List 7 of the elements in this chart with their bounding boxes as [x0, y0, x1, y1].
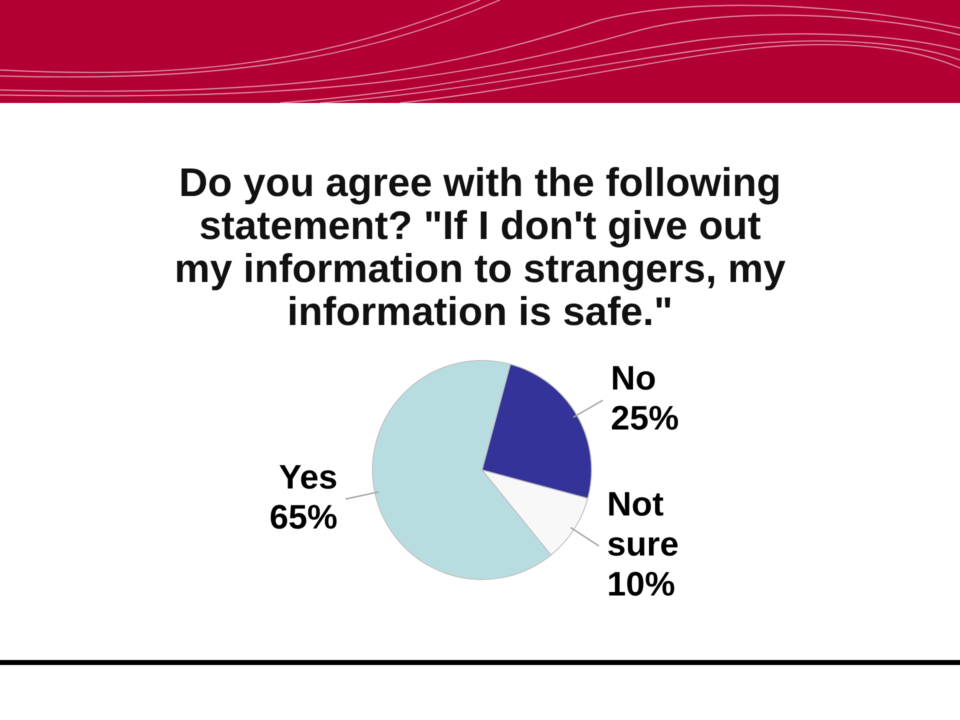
data-label: 10%: [606, 565, 676, 604]
data-label: 65%: [269, 498, 338, 536]
slice-label: Yes: [278, 458, 338, 496]
slice-label: Not sure: [606, 485, 679, 564]
chart-title: Do you agree with the following statement? "If I don't give out my information to strangers, my information is safe.": [173, 161, 787, 334]
slice-label: No: [610, 360, 656, 398]
data-label: 25%: [610, 400, 679, 438]
